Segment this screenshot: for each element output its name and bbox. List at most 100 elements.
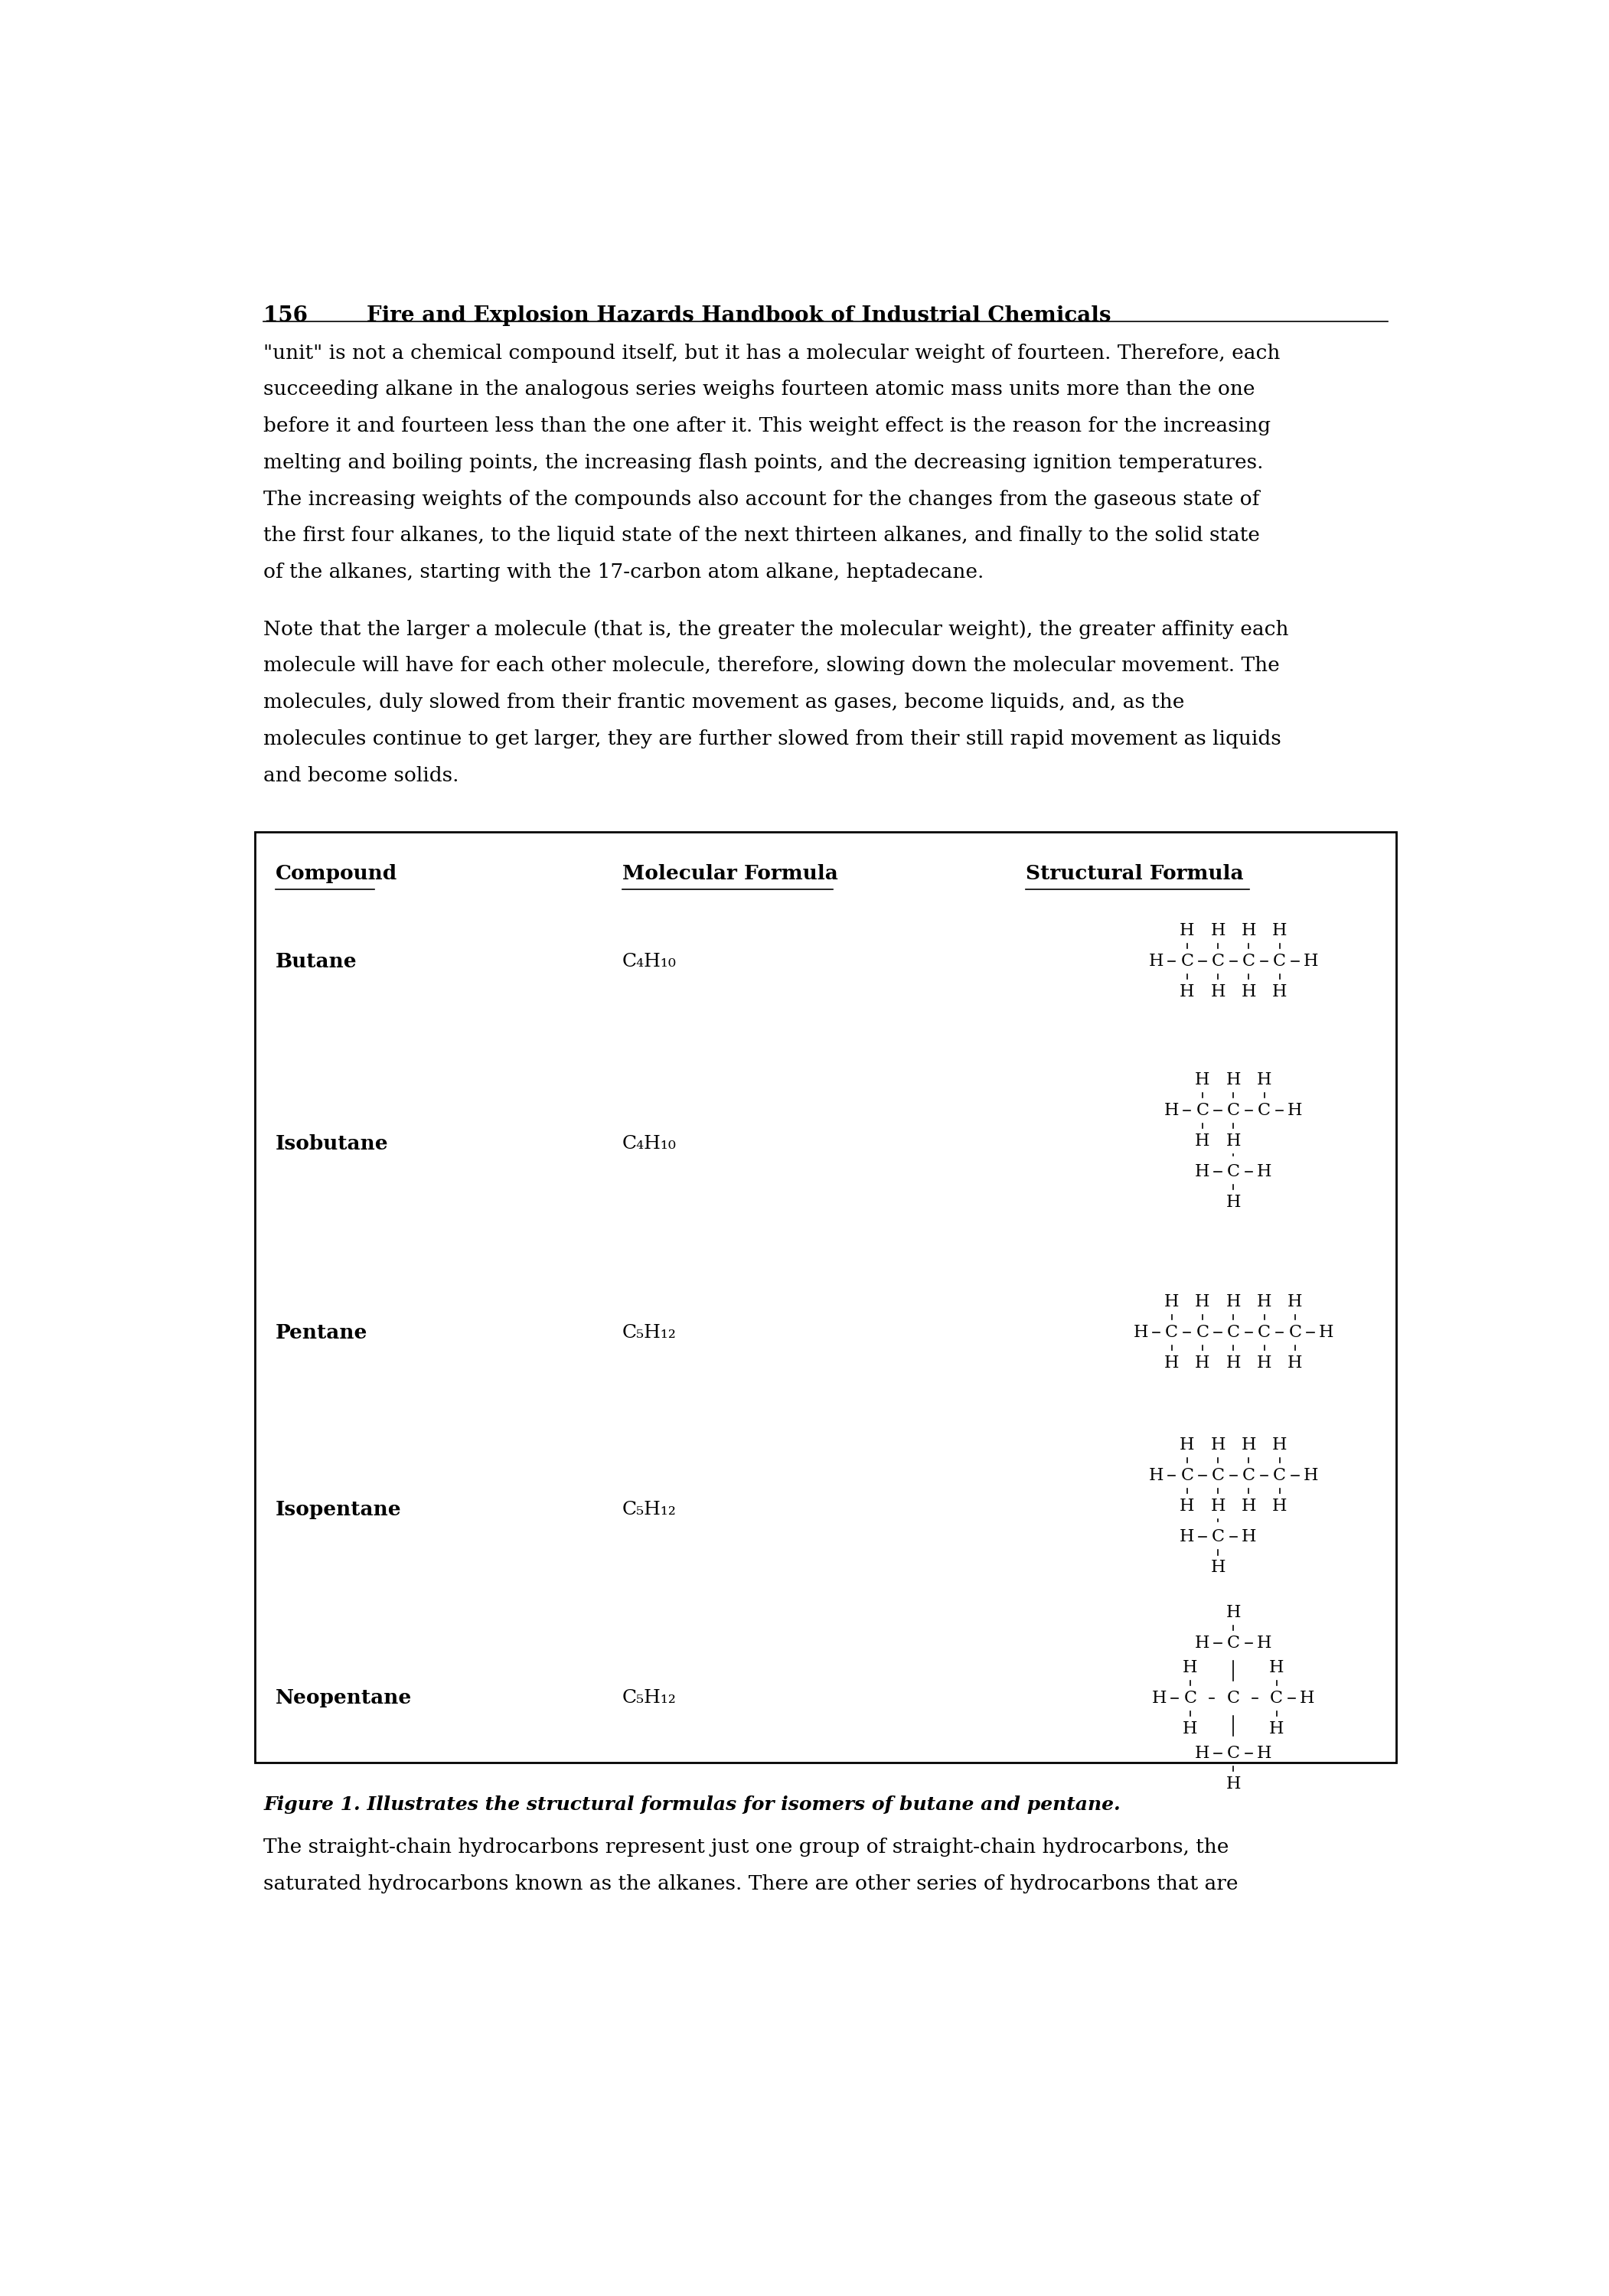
Text: H: H bbox=[1287, 1293, 1303, 1311]
Text: H: H bbox=[1270, 1720, 1284, 1738]
Text: H: H bbox=[1303, 1467, 1318, 1483]
Text: C: C bbox=[1242, 953, 1255, 969]
Text: Pentane: Pentane bbox=[275, 1322, 367, 1343]
Text: H: H bbox=[1241, 923, 1257, 939]
Text: H: H bbox=[1226, 1355, 1241, 1371]
Text: H: H bbox=[1152, 1690, 1167, 1706]
Text: H: H bbox=[1226, 1132, 1241, 1150]
Text: C: C bbox=[1184, 1690, 1197, 1706]
Text: H: H bbox=[1195, 1635, 1210, 1651]
Text: C: C bbox=[1226, 1164, 1241, 1180]
Text: Isobutane: Isobutane bbox=[275, 1134, 388, 1153]
Text: H: H bbox=[1210, 1437, 1226, 1453]
Text: C₅H₁₂: C₅H₁₂ bbox=[623, 1325, 676, 1341]
Text: C: C bbox=[1212, 1467, 1224, 1483]
Text: before it and fourteen less than the one after it. This weight effect is the rea: before it and fourteen less than the one… bbox=[264, 416, 1271, 436]
Text: H: H bbox=[1303, 953, 1318, 969]
Text: H: H bbox=[1149, 953, 1163, 969]
Text: C₄H₁₀: C₄H₁₀ bbox=[623, 1134, 676, 1153]
Text: saturated hydrocarbons known as the alkanes. There are other series of hydrocarb: saturated hydrocarbons known as the alka… bbox=[264, 1874, 1239, 1894]
Text: C: C bbox=[1258, 1325, 1271, 1341]
Text: H: H bbox=[1273, 1437, 1287, 1453]
Text: H: H bbox=[1179, 1497, 1194, 1515]
Text: Note that the larger a molecule (that is, the greater the molecular weight), the: Note that the larger a molecule (that is… bbox=[264, 620, 1289, 638]
Text: H: H bbox=[1241, 1497, 1257, 1515]
Text: H: H bbox=[1133, 1325, 1149, 1341]
Text: H: H bbox=[1226, 1775, 1241, 1793]
Text: H: H bbox=[1273, 1497, 1287, 1515]
Text: H: H bbox=[1195, 1293, 1210, 1311]
Text: H: H bbox=[1241, 1529, 1257, 1545]
Text: H: H bbox=[1210, 923, 1226, 939]
Text: The increasing weights of the compounds also account for the changes from the ga: The increasing weights of the compounds … bbox=[264, 489, 1260, 510]
Text: H: H bbox=[1210, 1497, 1226, 1515]
Text: Neopentane: Neopentane bbox=[275, 1688, 412, 1708]
Text: H: H bbox=[1179, 1529, 1194, 1545]
Text: molecules, duly slowed from their frantic movement as gases, become liquids, and: molecules, duly slowed from their franti… bbox=[264, 693, 1184, 712]
Text: C: C bbox=[1181, 1467, 1194, 1483]
Text: C: C bbox=[1212, 953, 1224, 969]
Text: Butane: Butane bbox=[275, 953, 357, 971]
Text: Molecular Formula: Molecular Formula bbox=[623, 863, 838, 884]
Text: C: C bbox=[1289, 1325, 1302, 1341]
Text: C: C bbox=[1165, 1325, 1178, 1341]
Text: H: H bbox=[1273, 923, 1287, 939]
Text: C: C bbox=[1273, 953, 1286, 969]
Text: H: H bbox=[1195, 1164, 1210, 1180]
Text: C: C bbox=[1226, 1102, 1241, 1118]
Text: H: H bbox=[1195, 1072, 1210, 1088]
Text: H: H bbox=[1257, 1355, 1271, 1371]
Text: H: H bbox=[1210, 1559, 1226, 1575]
Text: H: H bbox=[1257, 1072, 1271, 1088]
Text: H: H bbox=[1226, 1293, 1241, 1311]
Text: H: H bbox=[1195, 1355, 1210, 1371]
Text: H: H bbox=[1287, 1355, 1303, 1371]
Text: H: H bbox=[1270, 1660, 1284, 1676]
Text: H: H bbox=[1179, 923, 1194, 939]
Text: H: H bbox=[1149, 1467, 1163, 1483]
Bar bbox=[254, 831, 1397, 1763]
Text: molecules continue to get larger, they are further slowed from their still rapid: molecules continue to get larger, they a… bbox=[264, 730, 1281, 748]
Text: H: H bbox=[1226, 1072, 1241, 1088]
Text: H: H bbox=[1257, 1293, 1271, 1311]
Text: the first four alkanes, to the liquid state of the next thirteen alkanes, and fi: the first four alkanes, to the liquid st… bbox=[264, 526, 1260, 544]
Text: Figure 1. Illustrates the structural formulas for isomers of butane and pentane.: Figure 1. Illustrates the structural for… bbox=[264, 1795, 1120, 1814]
Text: and become solids.: and become solids. bbox=[264, 767, 459, 785]
Text: H: H bbox=[1179, 1437, 1194, 1453]
Text: H: H bbox=[1179, 983, 1194, 1001]
Text: Structural Formula: Structural Formula bbox=[1025, 863, 1244, 884]
Text: C: C bbox=[1212, 1529, 1224, 1545]
Text: succeeding alkane in the analogous series weighs fourteen atomic mass units more: succeeding alkane in the analogous serie… bbox=[264, 379, 1255, 400]
Text: H: H bbox=[1287, 1102, 1303, 1118]
Text: H: H bbox=[1165, 1355, 1179, 1371]
Text: 156        Fire and Explosion Hazards Handbook of Industrial Chemicals: 156 Fire and Explosion Hazards Handbook … bbox=[264, 305, 1112, 326]
Text: Isopentane: Isopentane bbox=[275, 1499, 401, 1520]
Text: H: H bbox=[1318, 1325, 1334, 1341]
Text: Compound: Compound bbox=[275, 863, 397, 884]
Text: "unit" is not a chemical compound itself, but it has a molecular weight of fourt: "unit" is not a chemical compound itself… bbox=[264, 344, 1281, 363]
Text: H: H bbox=[1241, 983, 1257, 1001]
Text: H: H bbox=[1257, 1745, 1271, 1761]
Text: H: H bbox=[1300, 1690, 1315, 1706]
Text: C: C bbox=[1195, 1325, 1208, 1341]
Text: H: H bbox=[1165, 1102, 1179, 1118]
Text: H: H bbox=[1195, 1745, 1210, 1761]
Text: C: C bbox=[1270, 1690, 1282, 1706]
Text: C₄H₁₀: C₄H₁₀ bbox=[623, 953, 676, 971]
Text: H: H bbox=[1226, 1194, 1241, 1210]
Text: H: H bbox=[1195, 1132, 1210, 1150]
Text: C: C bbox=[1181, 953, 1194, 969]
Text: C: C bbox=[1226, 1690, 1241, 1706]
Text: H: H bbox=[1183, 1720, 1197, 1738]
Text: C₅H₁₂: C₅H₁₂ bbox=[623, 1690, 676, 1706]
Text: melting and boiling points, the increasing flash points, and the decreasing igni: melting and boiling points, the increasi… bbox=[264, 452, 1263, 473]
Text: C₅H₁₂: C₅H₁₂ bbox=[623, 1502, 676, 1518]
Text: H: H bbox=[1273, 983, 1287, 1001]
Text: H: H bbox=[1210, 983, 1226, 1001]
Text: C: C bbox=[1195, 1102, 1208, 1118]
Text: of the alkanes, starting with the 17-carbon atom alkane, heptadecane.: of the alkanes, starting with the 17-car… bbox=[264, 563, 985, 581]
Text: H: H bbox=[1241, 1437, 1257, 1453]
Text: C: C bbox=[1258, 1102, 1271, 1118]
Text: C: C bbox=[1226, 1635, 1241, 1651]
Text: H: H bbox=[1226, 1605, 1241, 1621]
